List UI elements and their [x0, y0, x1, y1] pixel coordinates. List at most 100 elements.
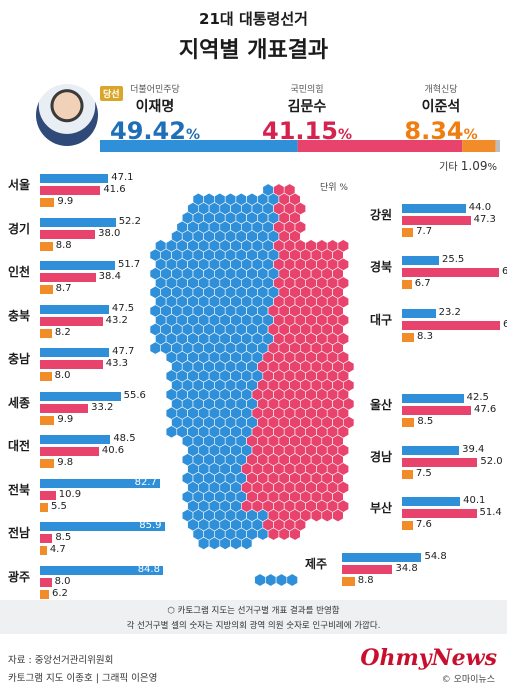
region-11: 강원 44.0 47.3 7.7: [370, 202, 505, 242]
region-bar-label: 9.9: [57, 196, 74, 207]
region-bar-2: 67.6: [402, 319, 507, 330]
region-bar-2: 47.6: [402, 404, 496, 415]
region-bar-label: 39.4: [462, 444, 485, 455]
region-bar-2: 40.6: [40, 445, 124, 456]
region-bar-label: 40.6: [101, 445, 125, 456]
region-bar-1: 25.5: [402, 254, 464, 265]
credits-text: 카토그램 지도 이종호 | 그래픽 이은영: [8, 673, 158, 684]
winner-badge: 당선: [100, 86, 123, 101]
candidate-percent-unit: %: [337, 127, 352, 143]
copyright-text: © 오마이뉴스: [441, 675, 495, 685]
unit-label: 단위 %: [320, 183, 348, 193]
map-cell: [241, 536, 253, 550]
region-bar-2: 43.2: [40, 315, 128, 326]
other-unit: %: [487, 162, 497, 173]
map-cell: [321, 508, 333, 523]
note-text-1: 카토그램 지도는 선거구별 개표 결과를 반영함: [177, 606, 340, 616]
region-bar-3: 8.2: [40, 327, 71, 338]
region-1: 서울 47.1 41.6 9.9: [8, 172, 143, 212]
region-bar-1: 44.0: [402, 202, 491, 213]
region-bar-label: 23.2: [438, 307, 461, 318]
region-12: 경북 25.5 66.9 6.7: [370, 254, 507, 294]
region-bar-label: 8.5: [55, 532, 72, 543]
region-bar-label: 43.3: [105, 358, 129, 369]
hexagon-icon: ⬡: [167, 606, 178, 616]
region-15: 경남 39.4 52.0 7.5: [370, 444, 505, 484]
region-bar-label: 9.9: [57, 413, 74, 425]
cartogram-map: [149, 183, 355, 587]
region-bar-label: 51.7: [117, 259, 141, 270]
region-bar-label: 8.5: [417, 416, 434, 427]
map-cell: [230, 536, 242, 550]
region-bar-label: 47.7: [112, 346, 135, 357]
region-bar-label: 42.5: [466, 392, 489, 403]
chart-title: 21대 대통령선거: [199, 10, 308, 28]
region-bar-label: 66.9: [502, 266, 507, 277]
region-bar-3: 7.6: [402, 519, 432, 530]
region-bar-2: 47.3: [402, 214, 496, 225]
region-4: 충북 47.5 43.2 8.2: [8, 303, 143, 343]
region-bar-1: 84.8: [40, 564, 163, 575]
candidate-percent-unit: %: [463, 127, 478, 143]
region-name: 강원: [370, 208, 393, 222]
region-name: 경남: [370, 450, 393, 464]
region-bar-2: 38.0: [40, 228, 120, 239]
region-name: 전남: [8, 526, 31, 540]
region-bar-label: 48.5: [113, 433, 136, 444]
region-bar-label: 47.5: [111, 302, 135, 314]
region-bar-label: 8.8: [55, 239, 72, 251]
region-16: 부산 40.1 51.4 7.6: [370, 495, 505, 535]
region-bar-2: 34.8: [342, 563, 418, 574]
candidate-2: 국민의힘 김문수 41.15%: [262, 82, 352, 145]
region-bar-1: 51.7: [40, 259, 140, 270]
candidate-name: 이재명: [135, 99, 175, 115]
candidate-percent-unit: %: [185, 127, 200, 143]
other-value: 1.09: [460, 159, 488, 173]
region-6: 세종 55.6 33.2 9.9: [8, 390, 146, 430]
region-bar-1: 47.7: [40, 346, 134, 357]
region-bar-label: 52.2: [118, 215, 141, 227]
region-name: 대전: [8, 439, 31, 453]
map-cell: [332, 508, 344, 523]
region-bar-label: 38.0: [98, 227, 121, 239]
region-bar-1: 48.5: [40, 433, 136, 444]
region-bar-label: 67.6: [503, 319, 507, 330]
region-bar-label: 38.4: [98, 271, 121, 282]
map-cell-jeju: [265, 573, 277, 587]
region-bar-1: 55.6: [40, 390, 146, 401]
region-bar-1: 85.9: [40, 520, 165, 531]
region-bar-label: 44.0: [468, 202, 492, 213]
map-cell: [289, 527, 301, 541]
region-bar-label: 40.1: [463, 495, 486, 506]
national-result-bar: [100, 140, 500, 152]
source-text: 자료 : 중앙선거관리위원회: [8, 655, 114, 666]
region-bar-2: 66.9: [402, 266, 507, 277]
candidate-3: 개혁신당 이준석 8.34%: [396, 82, 486, 145]
region-8: 전북 82.7 10.9 5.5: [8, 477, 160, 517]
region-bar-1: 82.7: [40, 477, 160, 488]
region-bar-label: 47.6: [474, 404, 497, 415]
candidate-party: 더불어민주당: [130, 85, 180, 95]
region-bar-3: 7.7: [402, 226, 432, 237]
region-10: 광주 84.8 8.0 6.2: [8, 564, 163, 604]
region-bar-3: 8.3: [402, 331, 433, 342]
region-bar-label: 51.4: [479, 507, 502, 518]
region-bar-1: 23.2: [402, 307, 461, 318]
region-2: 경기 52.2 38.0 8.8: [8, 216, 143, 256]
region-7: 대전 48.5 40.6 9.8: [8, 433, 143, 473]
region-bar-label: 5.5: [50, 500, 67, 512]
region-bar-label: 25.5: [441, 254, 465, 265]
region-bar-3: 7.5: [402, 468, 432, 479]
map-cell-jeju: [254, 573, 266, 587]
national-bar-segment-3: [462, 140, 496, 152]
other-label: 기타 1.09%: [439, 158, 497, 173]
region-bar-label: 7.6: [416, 519, 432, 530]
region-name: 경북: [370, 260, 393, 274]
national-bar-segment-2: [297, 140, 463, 152]
region-9: 전남 85.9 8.5 4.7: [8, 520, 165, 560]
region-bar-label: 41.6: [103, 184, 126, 195]
region-bar-label: 47.1: [111, 172, 134, 183]
avatar: [36, 84, 98, 146]
region-bar-1: 40.1: [402, 495, 485, 506]
region-bar-2: 52.0: [402, 456, 503, 467]
